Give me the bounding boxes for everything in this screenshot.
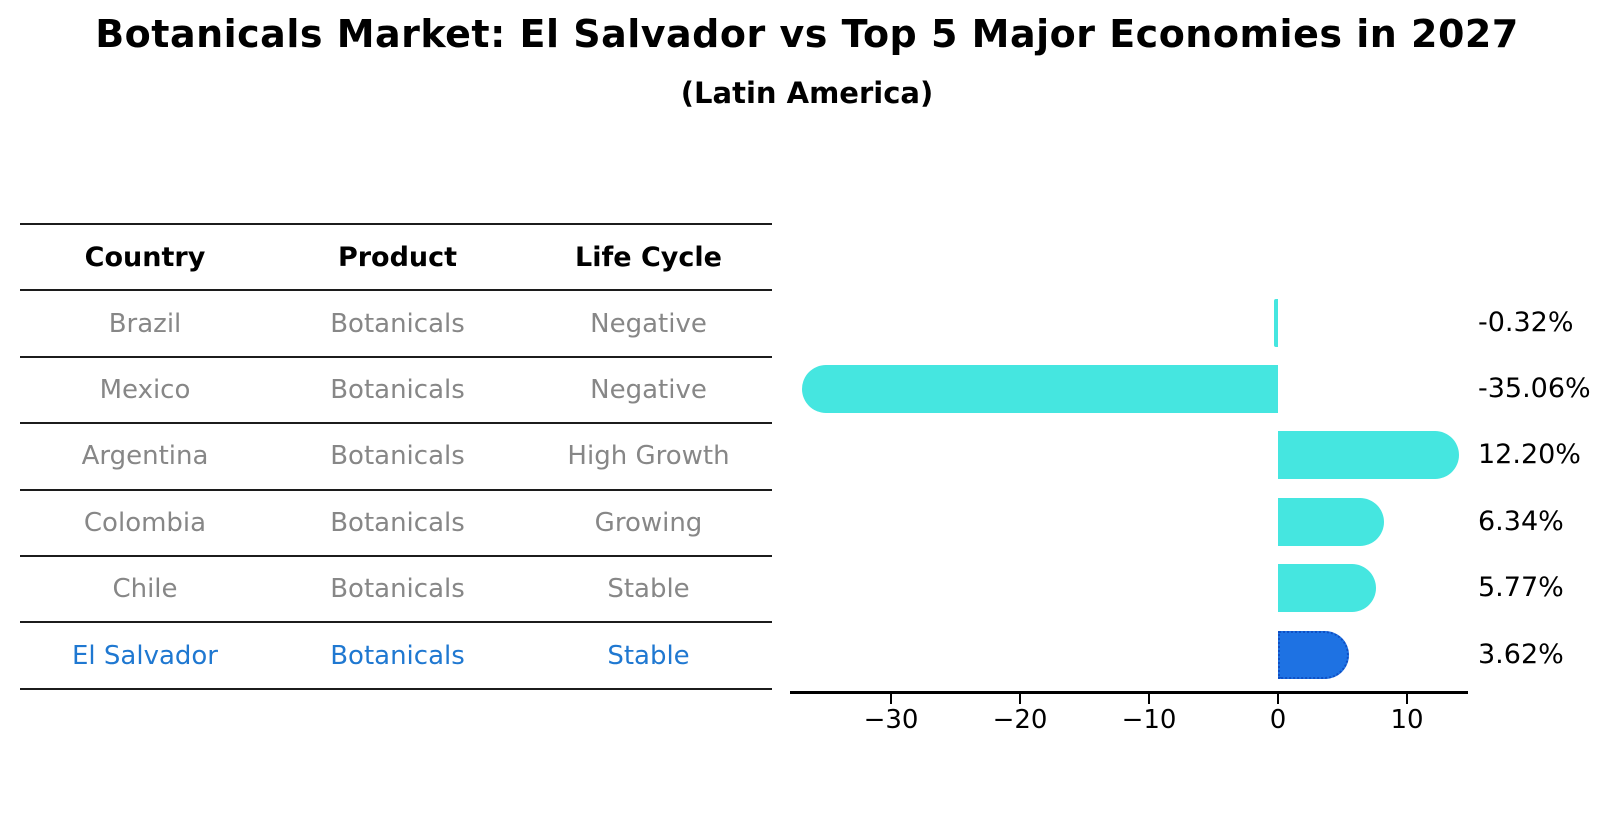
- header-cell-country: Country: [84, 241, 206, 273]
- value-label-mexico: -35.06%: [1478, 373, 1591, 404]
- bar-argentina: [1278, 431, 1460, 480]
- cell-brazil-country: Brazil: [108, 308, 182, 339]
- table-row-brazil: Brazil Botanicals Negative: [20, 289, 772, 355]
- x-tick-0: [1276, 693, 1280, 704]
- x-tick-−30: [889, 693, 893, 704]
- cell-mexico-life-cycle: Negative: [590, 374, 707, 405]
- header-cell-product: Product: [337, 241, 458, 273]
- table-header-row: Country Product Life Cycle: [20, 223, 772, 289]
- cell-mexico-product: Botanicals: [330, 374, 465, 405]
- figure-subtitle: (Latin America): [680, 76, 934, 110]
- bar-el-salvador: [1278, 630, 1349, 679]
- x-tick-label-10: 10: [1390, 705, 1424, 735]
- cell-chile-product: Botanicals: [330, 574, 465, 605]
- x-tick-−20: [1018, 693, 1022, 704]
- cell-colombia-product: Botanicals: [330, 507, 465, 538]
- value-label-colombia: 6.34%: [1478, 505, 1564, 537]
- x-tick-−10: [1147, 693, 1151, 704]
- value-label-chile: 5.77%: [1478, 572, 1564, 604]
- table-row-el-salvador: El Salvador Botanicals Stable: [20, 621, 772, 687]
- x-tick-label-0: 0: [1269, 705, 1287, 735]
- table-row-chile: Chile Botanicals Stable: [20, 554, 772, 621]
- cell-el-salvador-product: Botanicals: [330, 640, 465, 671]
- cell-el-salvador-life-cycle: Stable: [607, 640, 690, 671]
- cell-colombia-life-cycle: Growing: [594, 507, 703, 538]
- x-tick-10: [1405, 693, 1409, 704]
- bar-brazil: [1273, 298, 1278, 347]
- cell-argentina-country: Argentina: [81, 441, 209, 472]
- x-tick-label-−30: −30: [863, 705, 919, 735]
- value-label-el-salvador: 3.62%: [1478, 638, 1564, 670]
- value-label-brazil: -0.32%: [1478, 306, 1574, 338]
- cell-el-salvador-country: El Salvador: [72, 640, 218, 671]
- x-axis-line: [790, 691, 1468, 694]
- cell-argentina-product: Botanicals: [330, 441, 465, 472]
- table-row-mexico: Mexico Botanicals Negative: [20, 355, 772, 422]
- bar-mexico: [801, 365, 1278, 413]
- x-tick-label-−20: −20: [992, 705, 1048, 735]
- bar-chile: [1278, 564, 1377, 613]
- figure-title: Botanicals Market: El Salvador vs Top 5 …: [95, 12, 1519, 56]
- table-row-colombia: Colombia Botanicals Growing: [20, 488, 772, 555]
- cell-mexico-country: Mexico: [99, 374, 191, 405]
- cell-chile-life-cycle: Stable: [607, 574, 690, 605]
- x-tick-label-−10: −10: [1121, 705, 1177, 735]
- cell-chile-country: Chile: [112, 574, 178, 605]
- cell-brazil-product: Botanicals: [330, 308, 465, 339]
- bar-colombia: [1278, 497, 1384, 546]
- table-row-argentina: Argentina Botanicals High Growth: [20, 422, 772, 488]
- cell-colombia-country: Colombia: [83, 507, 207, 538]
- header-cell-life-cycle: Life Cycle: [575, 241, 722, 273]
- cell-argentina-life-cycle: High Growth: [567, 441, 730, 472]
- country-table: Country Product Life Cycle Brazil Botanic…: [20, 223, 772, 690]
- value-label-argentina: 12.20%: [1478, 439, 1581, 471]
- cell-brazil-life-cycle: Negative: [590, 308, 707, 339]
